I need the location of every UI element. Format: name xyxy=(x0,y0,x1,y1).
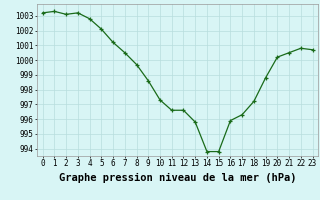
X-axis label: Graphe pression niveau de la mer (hPa): Graphe pression niveau de la mer (hPa) xyxy=(59,173,296,183)
